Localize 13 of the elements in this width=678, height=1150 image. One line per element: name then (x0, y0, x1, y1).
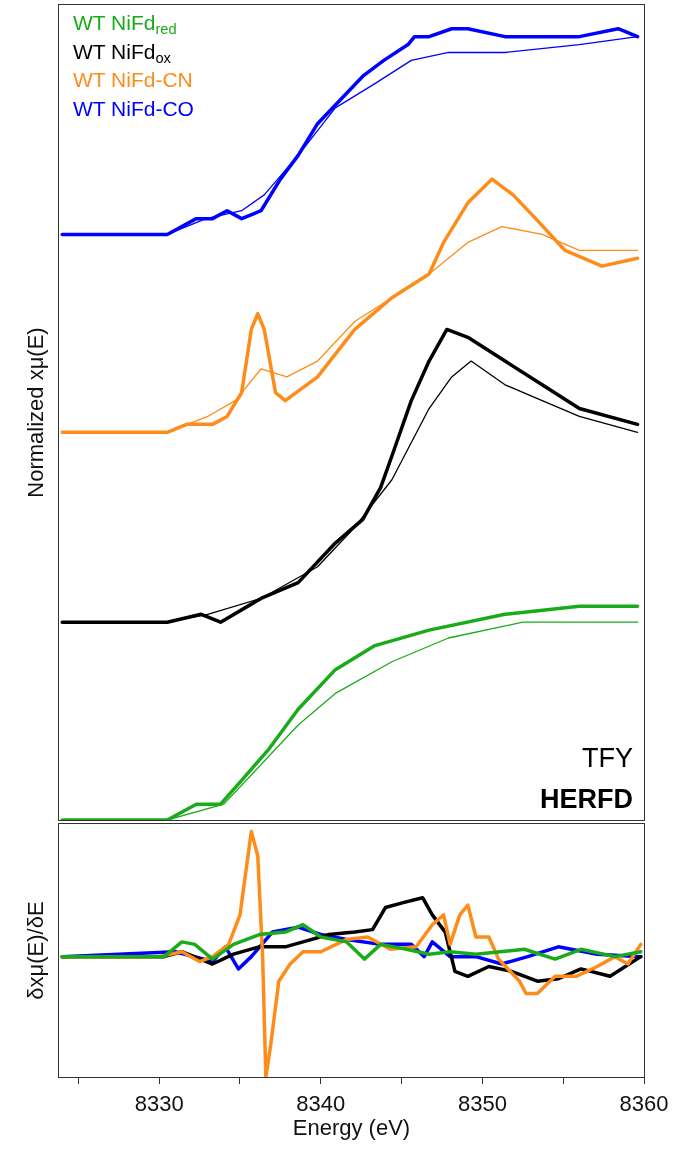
text: WT NiFd$_{red}$ (73, 11, 177, 38)
text: WT NiFd-CO (73, 97, 194, 120)
x-tick-label: 8350 (457, 1090, 507, 1116)
annotation: TFY (582, 743, 633, 773)
text: WT NiFd$_{ox}$ (73, 40, 172, 67)
y-axis-title: δxμ(E)/δE (22, 901, 48, 1000)
x-axis-title: Energy (eV) (292, 1115, 411, 1141)
text: WT NiFd-CN (73, 68, 193, 91)
x-tick-label: 8340 (296, 1090, 346, 1116)
y-axis-title: Normalized xμ(E) (22, 327, 48, 498)
annotation: HERFD (540, 784, 633, 814)
x-tick-label: 8360 (619, 1090, 669, 1116)
x-tick-label: 8330 (134, 1090, 184, 1116)
